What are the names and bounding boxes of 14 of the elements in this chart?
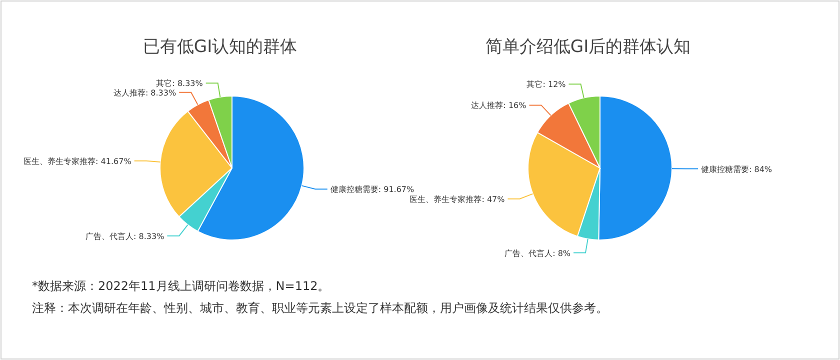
slice-label: 广告、代言人: 8.33% — [86, 232, 165, 241]
slice-label: 达人推荐: 16% — [471, 101, 527, 110]
slice-label: 其它: 12% — [526, 80, 566, 90]
slice-label: 健康控糖需要: 84% — [700, 164, 772, 174]
slice-label: 达人推荐: 8.33% — [113, 88, 176, 98]
chart-title: 简单介绍低GI后的群体认知 — [485, 37, 691, 57]
slice-label: 健康控糖需要: 91.67% — [330, 185, 415, 194]
text: 注释：本次调研在年龄、性别、城市、教育、职业等元素上设定了样本配额，用户画像及统计结果仅供参考。 — [32, 301, 608, 315]
slice-label: 其它: 8.33% — [156, 79, 204, 88]
text: *数据来源：2022年11月线上调研问卷数据，N=112。 — [32, 279, 330, 293]
slice-label: 医生、养生专家推荐: 47% — [410, 194, 506, 204]
slice-label: 医生、养生专家推荐: 41.67% — [24, 156, 132, 166]
slice-label: 广告、代言人: 8% — [504, 248, 571, 258]
chart-title: 已有低GI认知的群体 — [142, 37, 298, 57]
